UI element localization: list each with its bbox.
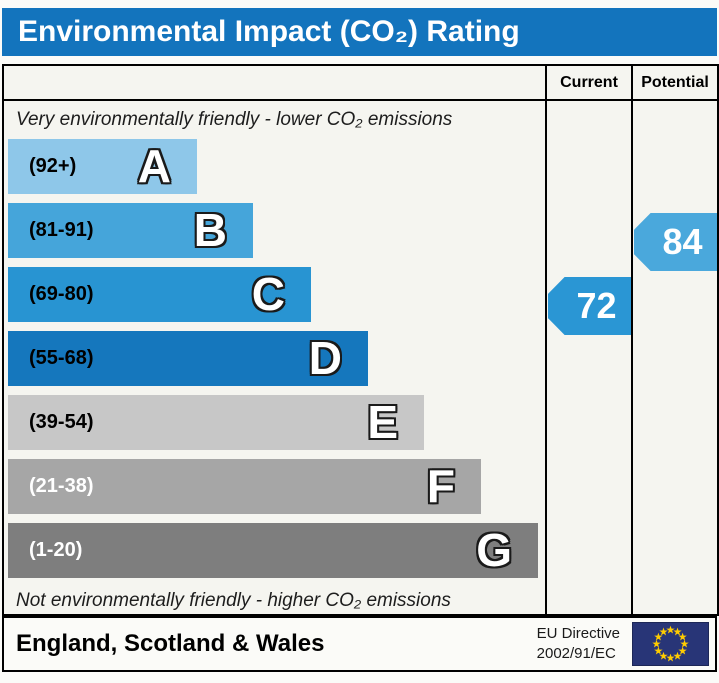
chart-title-bar: Environmental Impact (CO₂) Rating bbox=[2, 8, 717, 56]
potential-column: 84 bbox=[631, 101, 717, 614]
table-body-row: Very environmentally friendly - lower CO… bbox=[4, 101, 717, 614]
band-letter-f: F bbox=[426, 460, 455, 512]
rating-table: Current Potential Very environmentally f… bbox=[2, 64, 719, 616]
current-rating-arrow: 72 bbox=[548, 277, 631, 335]
band-letter-c: C bbox=[251, 268, 285, 320]
caption-bottom: Not environmentally friendly - higher CO… bbox=[16, 589, 451, 611]
band-range-f: (21-38) bbox=[29, 475, 94, 497]
potential-rating-value: 84 bbox=[662, 221, 703, 262]
band-range-c: (69-80) bbox=[29, 283, 94, 305]
band-range-d: (55-68) bbox=[29, 347, 94, 369]
band-row-f: (21-38) F bbox=[4, 459, 545, 514]
current-column-header: Current bbox=[545, 66, 631, 101]
band-bar-c: (69-80) C bbox=[8, 267, 311, 322]
footer-bar: England, Scotland & Wales EU Directive 2… bbox=[2, 616, 717, 672]
band-range-g: (1-20) bbox=[29, 539, 83, 561]
band-letter-a: A bbox=[137, 140, 171, 192]
current-column: 72 bbox=[545, 101, 631, 614]
band-letter-g: G bbox=[476, 524, 512, 576]
eu-directive-line1: EU Directive bbox=[536, 624, 620, 642]
eu-directive-line2: 2002/91/EC bbox=[536, 645, 616, 662]
band-range-b: (81-91) bbox=[29, 219, 94, 241]
eu-flag-icon bbox=[632, 622, 709, 666]
band-bar-e: (39-54) E bbox=[8, 395, 424, 450]
band-letter-e: E bbox=[367, 396, 398, 448]
band-row-b: (81-91) B bbox=[4, 203, 545, 258]
chart-title: Environmental Impact (CO₂) Rating bbox=[18, 15, 520, 48]
band-bar-f: (21-38) F bbox=[8, 459, 481, 514]
band-row-a: (92+) A bbox=[4, 139, 545, 194]
band-row-g: (1-20) G bbox=[4, 523, 545, 578]
band-bar-b: (81-91) B bbox=[8, 203, 253, 258]
band-row-e: (39-54) E bbox=[4, 395, 545, 450]
band-range-e: (39-54) bbox=[29, 411, 94, 433]
band-bar-d: (55-68) D bbox=[8, 331, 368, 386]
band-letter-b: B bbox=[193, 204, 227, 256]
band-letter-d: D bbox=[308, 332, 342, 384]
region-label: England, Scotland & Wales bbox=[16, 630, 325, 657]
current-rating-value: 72 bbox=[576, 285, 617, 326]
eu-directive-text: EU Directive 2002/91/EC bbox=[537, 624, 620, 665]
table-header-row: Current Potential bbox=[4, 66, 717, 101]
bands-column: Very environmentally friendly - lower CO… bbox=[4, 101, 545, 614]
epc-environmental-impact-chart: Environmental Impact (CO₂) Rating Curren… bbox=[0, 8, 719, 672]
band-bar-g: (1-20) G bbox=[8, 523, 538, 578]
potential-rating-arrow: 84 bbox=[634, 213, 717, 271]
band-bar-a: (92+) A bbox=[8, 139, 197, 194]
bands-header-cell bbox=[4, 66, 545, 101]
band-row-c: (69-80) C bbox=[4, 267, 545, 322]
caption-top: Very environmentally friendly - lower CO… bbox=[16, 109, 453, 130]
band-range-a: (92+) bbox=[29, 155, 77, 177]
potential-column-header: Potential bbox=[631, 66, 717, 101]
band-row-d: (55-68) D bbox=[4, 331, 545, 386]
